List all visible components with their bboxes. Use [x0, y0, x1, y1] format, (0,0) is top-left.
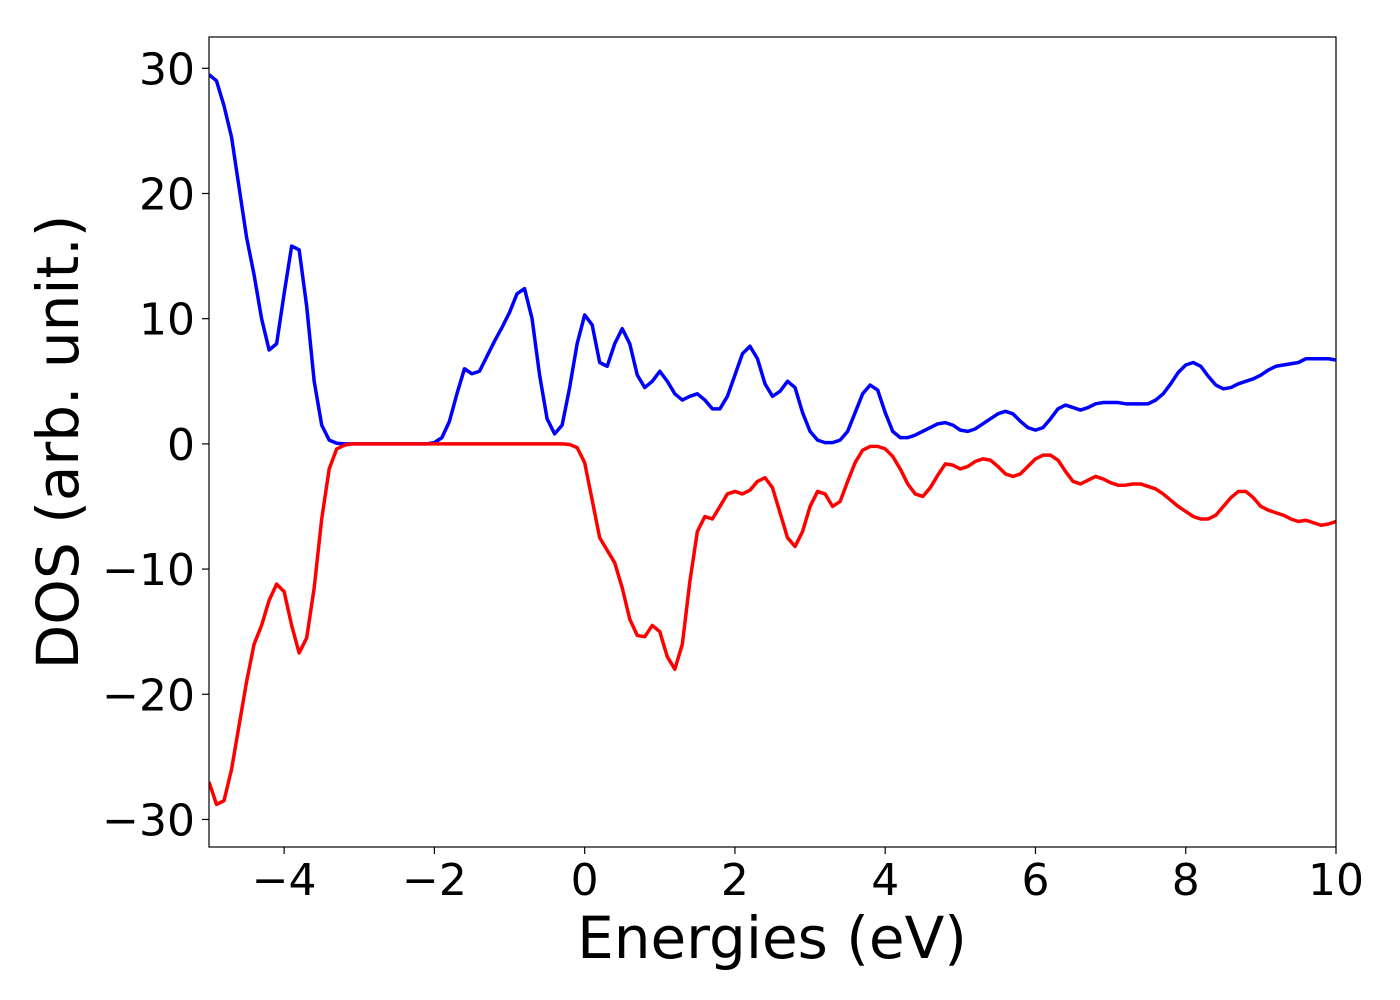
- y-tick-label: 30: [139, 44, 195, 95]
- plot-frame: [208, 36, 1337, 848]
- x-axis-label: Energies (eV): [577, 904, 967, 972]
- x-tick-label: 10: [1308, 855, 1364, 906]
- x-tick-label: 2: [721, 855, 749, 906]
- series-line: [209, 442, 1336, 807]
- x-tick-label: 6: [1021, 855, 1049, 906]
- y-axis-label: DOS (arb. unit.): [24, 215, 92, 670]
- x-tick-label: −2: [402, 855, 467, 906]
- y-tick-label: −10: [102, 545, 195, 596]
- x-tick-label: 8: [1172, 855, 1200, 906]
- x-tick-label: 4: [871, 855, 899, 906]
- x-tick-label: −4: [252, 855, 317, 906]
- x-tick-label: 0: [571, 855, 599, 906]
- y-tick-label: 0: [167, 420, 195, 471]
- y-tick-label: −30: [102, 795, 195, 846]
- series-line: [209, 73, 1336, 446]
- y-tick-label: 20: [139, 169, 195, 220]
- y-tick-label: 10: [139, 295, 195, 346]
- y-tick-label: −20: [102, 670, 195, 721]
